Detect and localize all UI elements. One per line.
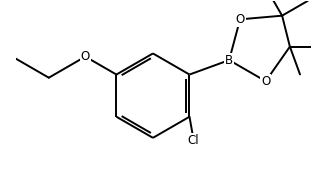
- Text: O: O: [81, 50, 90, 63]
- Text: Cl: Cl: [187, 134, 198, 147]
- Text: B: B: [225, 54, 233, 67]
- Text: O: O: [235, 13, 245, 26]
- Text: O: O: [261, 75, 270, 88]
